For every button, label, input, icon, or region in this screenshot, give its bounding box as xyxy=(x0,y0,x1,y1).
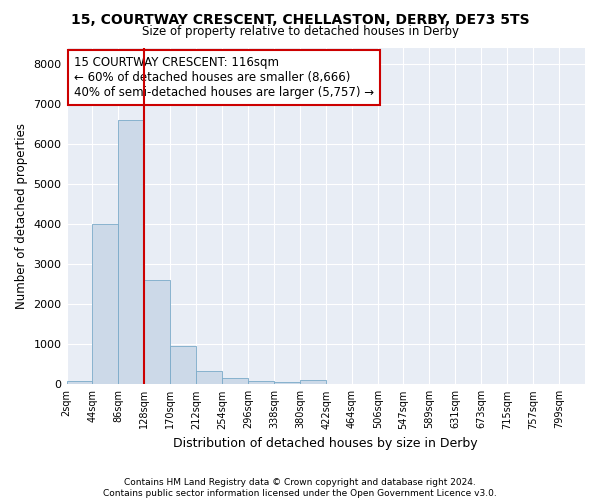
Bar xyxy=(145,280,170,384)
Text: Contains HM Land Registry data © Crown copyright and database right 2024.
Contai: Contains HM Land Registry data © Crown c… xyxy=(103,478,497,498)
Bar xyxy=(222,378,248,384)
Bar xyxy=(92,224,118,384)
Bar xyxy=(118,120,145,384)
Bar xyxy=(248,381,274,384)
Bar xyxy=(274,382,300,384)
Text: Size of property relative to detached houses in Derby: Size of property relative to detached ho… xyxy=(142,25,458,38)
Y-axis label: Number of detached properties: Number of detached properties xyxy=(15,123,28,309)
X-axis label: Distribution of detached houses by size in Derby: Distribution of detached houses by size … xyxy=(173,437,478,450)
Text: 15, COURTWAY CRESCENT, CHELLASTON, DERBY, DE73 5TS: 15, COURTWAY CRESCENT, CHELLASTON, DERBY… xyxy=(71,12,529,26)
Bar xyxy=(170,346,196,385)
Bar xyxy=(67,382,92,384)
Text: 15 COURTWAY CRESCENT: 116sqm
← 60% of detached houses are smaller (8,666)
40% of: 15 COURTWAY CRESCENT: 116sqm ← 60% of de… xyxy=(74,56,374,99)
Bar xyxy=(300,380,326,384)
Bar xyxy=(196,371,222,384)
